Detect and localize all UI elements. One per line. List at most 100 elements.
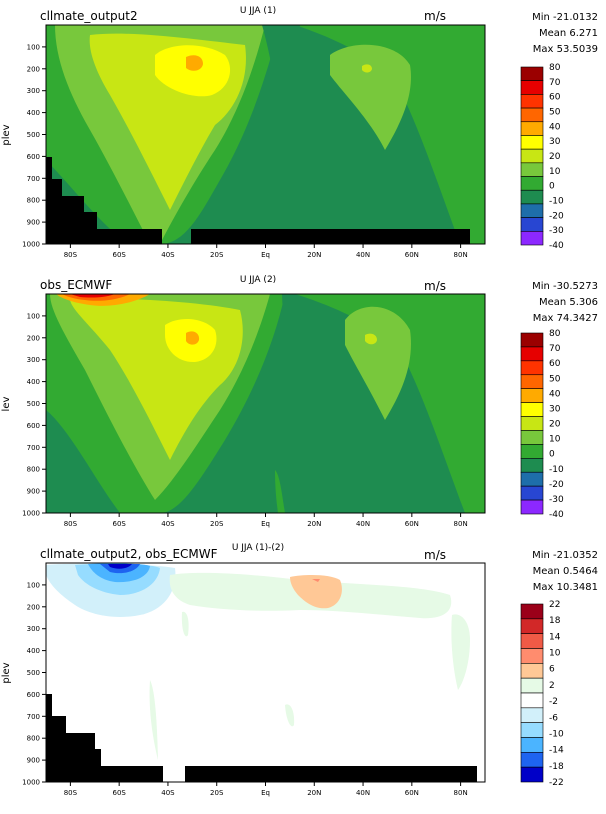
panel-3-contour-pos-2b	[451, 614, 470, 690]
panel-2-contour-nh-10	[345, 306, 411, 420]
xtick-label: 60N	[405, 520, 419, 528]
colorbar-swatch	[520, 752, 544, 768]
colorbar-swatch	[520, 135, 544, 150]
colorbar-swatch	[520, 360, 544, 376]
colorbar-swatch	[520, 66, 544, 81]
colorbar-label: 10	[549, 649, 561, 659]
colorbar-swatch	[520, 231, 544, 246]
colorbar-swatch	[520, 485, 544, 501]
colorbar-label: 2	[549, 681, 555, 691]
ytick-label: 700	[27, 175, 40, 183]
colorbar-swatch	[520, 458, 544, 473]
colorbar-swatch	[520, 707, 544, 723]
panel-1-xticks: 80S 60S 40S 20S Eq 20N 40N 60N 80N	[64, 244, 468, 259]
xtick-label: 60N	[405, 251, 419, 259]
xtick-label: 80N	[454, 251, 468, 259]
panel-2-contour-nh-0	[295, 294, 485, 513]
ytick-label: 1000	[22, 510, 40, 518]
xtick-label: Eq	[261, 251, 270, 259]
panel-3-contour-pos-2d	[181, 611, 189, 637]
colorbar-label: -20	[549, 211, 564, 221]
xtick-label: 40N	[356, 251, 370, 259]
colorbar-label: -6	[549, 713, 558, 723]
panel-1-topo-mask-2	[191, 229, 470, 244]
panel-2-title-left: obs_ECMWF	[40, 278, 112, 292]
colorbar-label: -40	[549, 510, 564, 520]
panel-3-contour-pos-10	[312, 579, 320, 582]
colorbar-swatch	[520, 189, 544, 205]
xtick-label: 20N	[307, 789, 321, 797]
colorbar-swatch	[520, 618, 544, 634]
colorbar-swatch	[520, 162, 544, 177]
ytick-label: 500	[27, 131, 40, 139]
panel-2-contour-top-70	[70, 294, 115, 298]
colorbar-swatch	[520, 374, 544, 389]
colorbar-swatch	[520, 633, 544, 649]
colorbar-label: 10	[549, 167, 561, 177]
panel-1-contour-nh-0	[295, 25, 485, 244]
panel-3-title-left: cllmate_output2, obs_ECMWF	[40, 547, 218, 561]
ytick-label: 500	[27, 669, 40, 677]
ytick-label: 200	[27, 65, 40, 73]
ytick-label: 600	[27, 422, 40, 430]
ytick-label: 900	[27, 757, 40, 765]
ytick-label: 800	[27, 466, 40, 474]
panel-1-plot	[46, 25, 485, 244]
panel-3: cllmate_output2, obs_ECMWF U JJA (1)-(2)…	[1, 543, 598, 797]
colorbar-swatch	[520, 217, 544, 232]
colorbar-swatch	[520, 80, 544, 95]
colorbar-label: -18	[549, 762, 564, 772]
ytick-label: 400	[27, 109, 40, 117]
xtick-label: 60S	[112, 520, 126, 528]
panel-1-yticks: 100 200 300 400 500 600 700 800 900 1000	[22, 43, 46, 249]
colorbar-label: 30	[549, 137, 561, 147]
colorbar-swatch	[520, 722, 544, 738]
panel-1-stat-min: Min -21.0132	[532, 12, 598, 23]
colorbar-label: 18	[549, 616, 561, 626]
colorbar-label: -2	[549, 697, 558, 707]
xtick-label: 60S	[112, 789, 126, 797]
panel-2-stat-min: Min -30.5273	[532, 281, 598, 292]
panel-2-stat-max: Max 74.3427	[533, 313, 598, 324]
panel-3-topo-mask-2	[185, 766, 477, 782]
ytick-label: 600	[27, 153, 40, 161]
ytick-label: 100	[27, 43, 40, 51]
ytick-label: 800	[27, 735, 40, 743]
ytick-label: 700	[27, 713, 40, 721]
xtick-label: 60S	[112, 251, 126, 259]
panel-3-topo-mask	[46, 694, 163, 782]
colorbar-label: -10	[549, 465, 564, 475]
panel-2-contour-eq-dip	[282, 294, 295, 460]
colorbar-swatch	[520, 148, 544, 164]
colorbar-label: 80	[549, 63, 561, 73]
colorbar-label: 60	[549, 359, 561, 369]
colorbar-label: 10	[549, 435, 561, 445]
panel-3-stat-min: Min -21.0352	[532, 550, 598, 561]
ytick-label: 400	[27, 378, 40, 386]
ytick-label: 900	[27, 488, 40, 496]
panel-2-stat-mean: Mean 5.306	[539, 297, 598, 308]
panel-3-stat-max: Max 10.3481	[533, 582, 598, 593]
xtick-label: 40N	[356, 789, 370, 797]
xtick-label: 20N	[307, 520, 321, 528]
panel-2-title-center: U JJA (2)	[240, 275, 276, 285]
panel-3-contour-pos-6	[290, 575, 342, 609]
ytick-label: 300	[27, 87, 40, 95]
panel-1-title-left: cllmate_output2	[40, 9, 138, 23]
colorbar-swatch	[520, 692, 544, 709]
ytick-label: 1000	[22, 241, 40, 249]
panel-2-contour-sh-40	[186, 331, 200, 345]
xtick-label: Eq	[261, 520, 270, 528]
colorbar-label: -14	[549, 746, 564, 756]
colorbar-label: 20	[549, 420, 561, 430]
xtick-label: 20S	[210, 251, 224, 259]
panel-1-stat-mean: Mean 6.271	[539, 28, 598, 39]
panel-1-colorbar: 80 70 60 50 40 30 20 10 0 -10 -20 -30 -40	[520, 63, 564, 251]
xtick-label: 40N	[356, 520, 370, 528]
panel-1-units: m/s	[424, 9, 446, 23]
ytick-label: 900	[27, 219, 40, 227]
colorbar-label: -20	[549, 480, 564, 490]
panel-2-yticks: 100 200 300 400 500 600 700 800 900 1000	[22, 312, 46, 518]
colorbar-swatch	[520, 107, 544, 123]
xtick-label: 80S	[64, 251, 78, 259]
